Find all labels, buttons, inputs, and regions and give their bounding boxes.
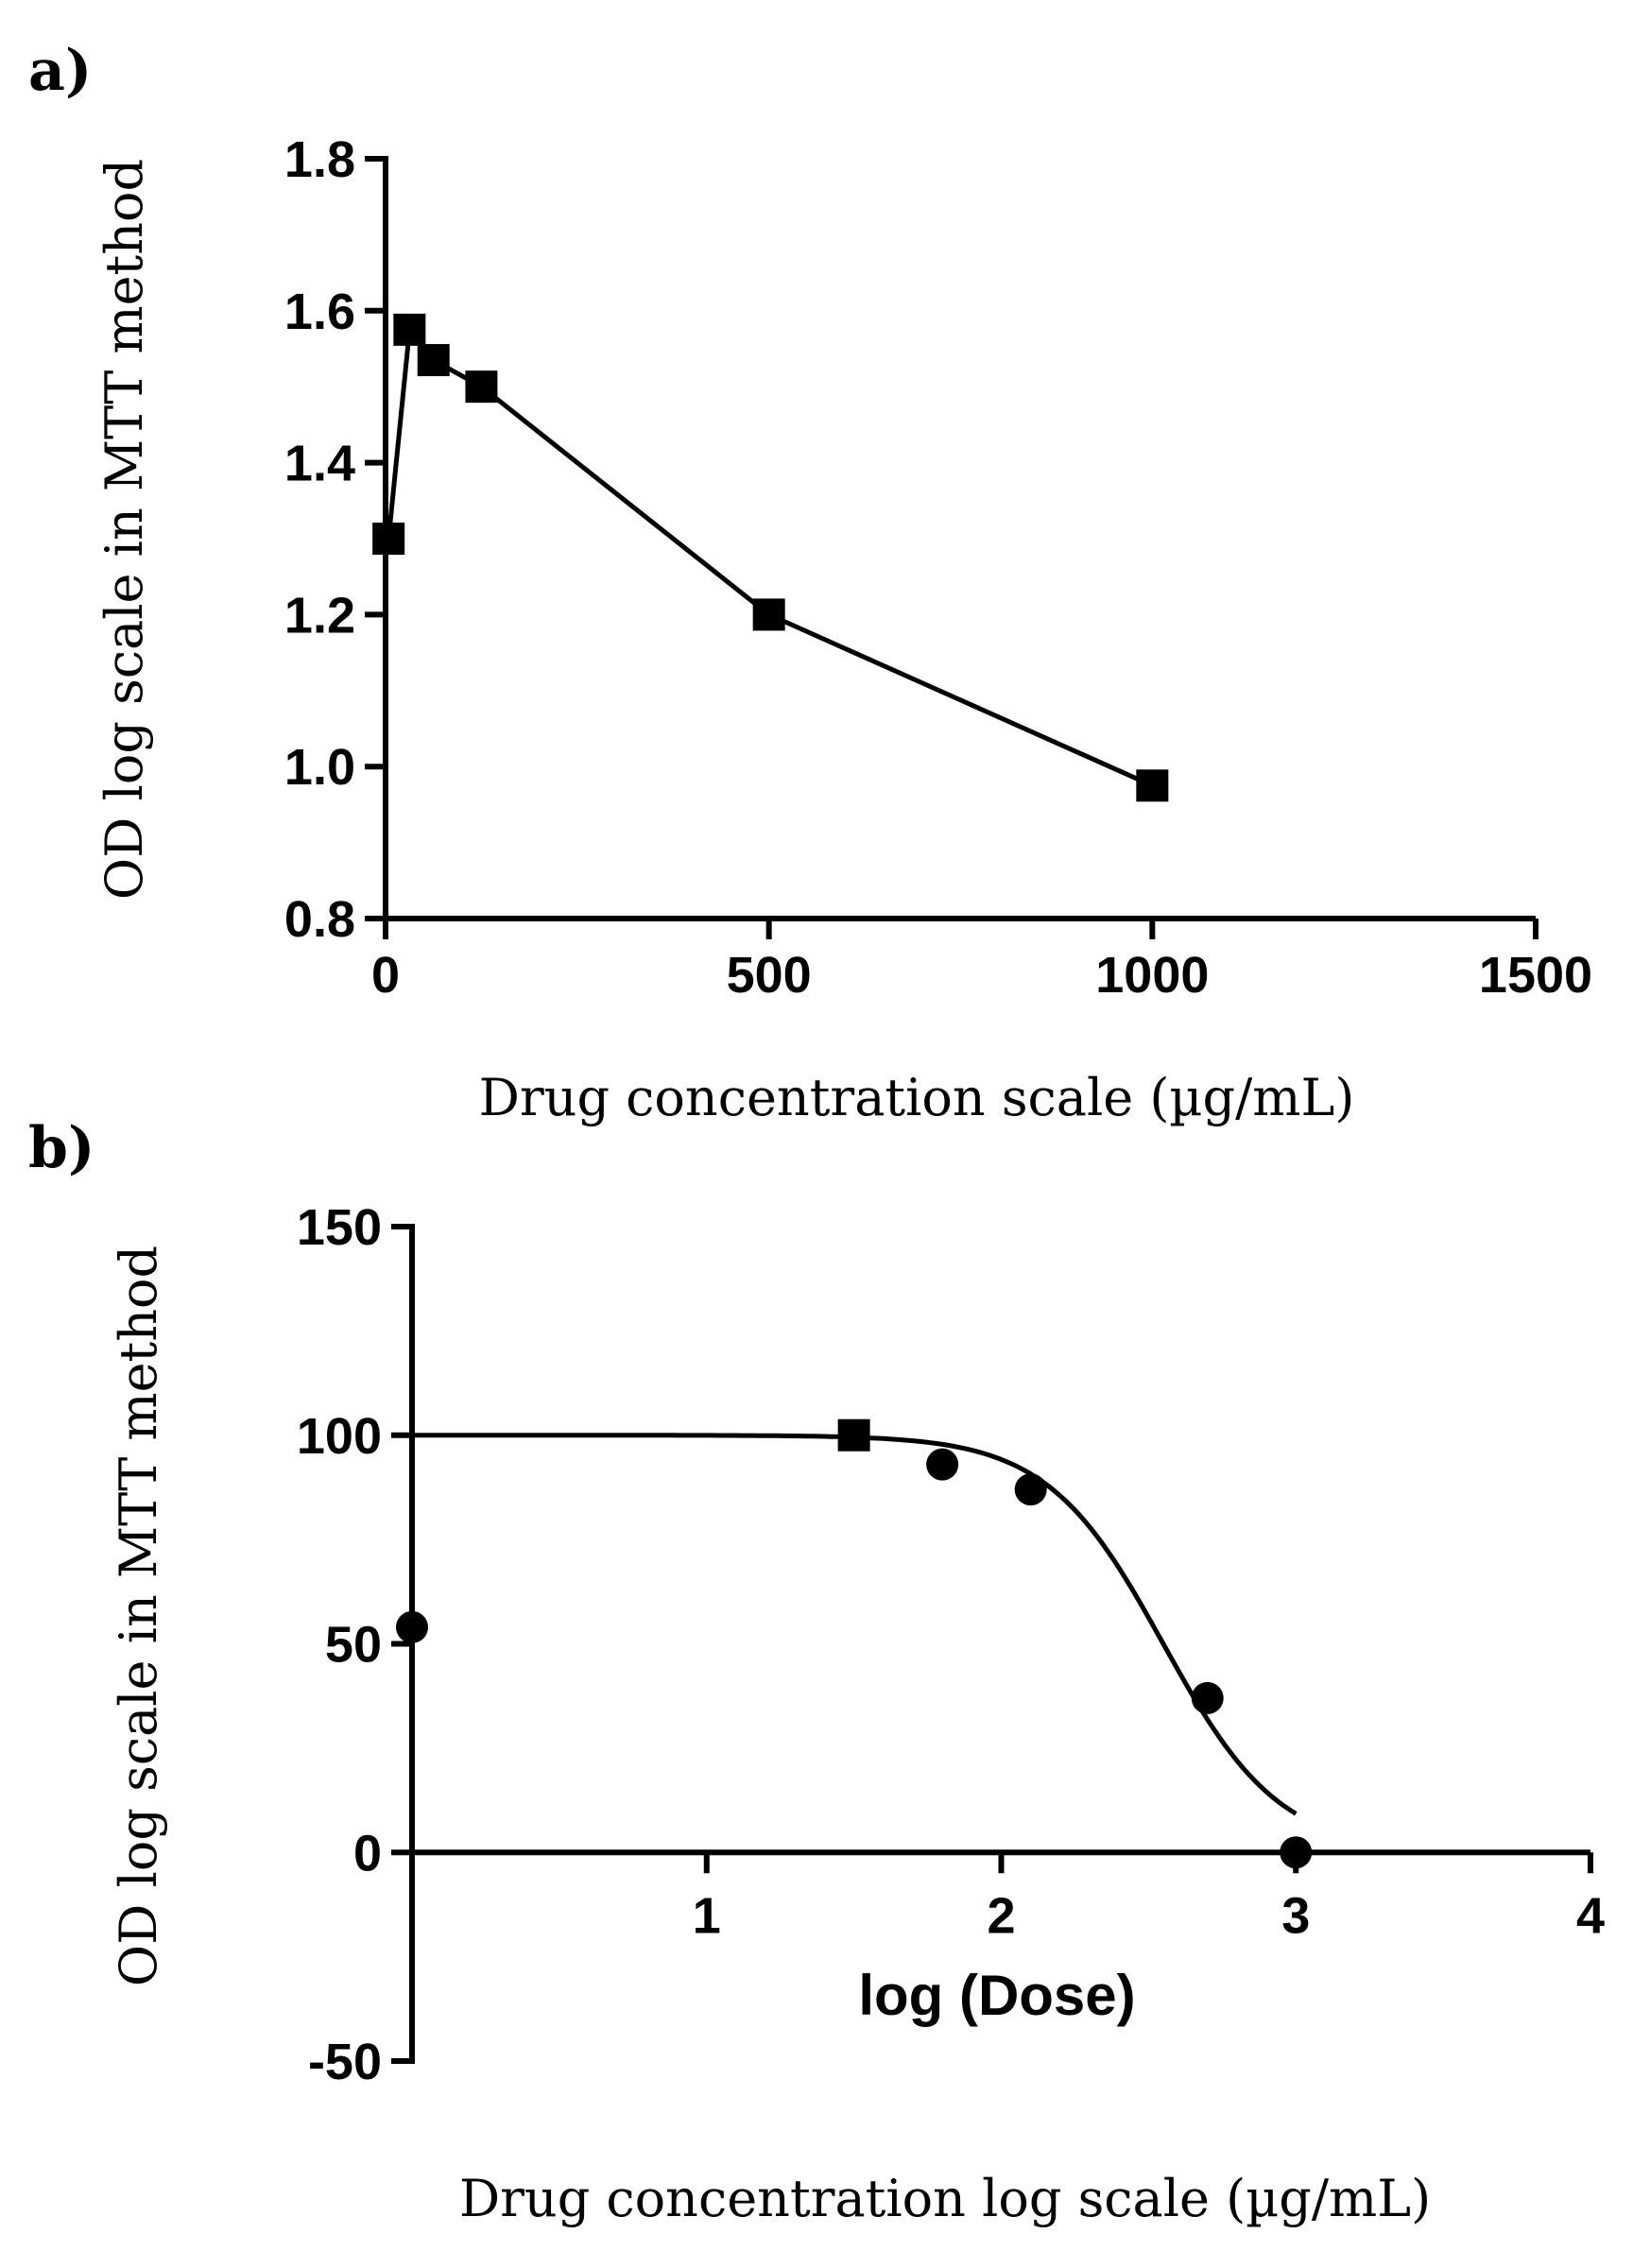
panel-a-series-line	[386, 327, 1154, 788]
panel-a-plot-area: 0.8 1.0 1.2 1.4 1.6 1.8 0 500 1000 1500	[284, 131, 1592, 1004]
panel-a-x-tick-label: 1500	[1479, 947, 1592, 1004]
panel-b-x-tick-label: 2	[987, 1887, 1015, 1944]
panel-b-y-tick-label: 0	[353, 1825, 382, 1881]
panel-b-y-tick-label: 50	[325, 1617, 382, 1674]
panel-b-y-tick-label: 150	[297, 1199, 382, 1256]
panel-a-x-tick-label: 500	[727, 947, 812, 1004]
panel-a-label: a)	[28, 38, 92, 104]
panel-b-label: b)	[28, 1115, 95, 1181]
panel-b-fit-curve	[412, 1433, 1298, 1816]
panel-b-x-tick-label: 3	[1281, 1887, 1310, 1944]
panel-a-data-point	[417, 344, 450, 377]
panel-b-chart: b) -50 0 50 100 150 1 2 3 4 log (Dose) Drug conc…	[28, 1115, 1605, 2228]
panel-b-y-tick-label: -50	[308, 2034, 382, 2090]
panel-b-data-point	[1280, 1836, 1313, 1869]
panel-a-data-point	[393, 313, 426, 346]
panel-b-x-axis-title: log (Dose)	[858, 1964, 1135, 2027]
panel-b-data-point	[837, 1418, 870, 1452]
panel-b-caption: Drug concentration log scale (µg/mL)	[459, 2169, 1431, 2228]
panel-a-y-tick-label: 1.0	[284, 739, 355, 796]
panel-a-data-point	[1136, 769, 1169, 802]
panel-a-x-axis-title: Drug concentration scale (µg/mL)	[479, 1068, 1355, 1127]
panel-a-y-axis-title: OD log scale in MTT method	[95, 159, 154, 900]
panel-b-data-point	[1191, 1681, 1224, 1714]
panel-b-data-point	[1014, 1473, 1047, 1506]
panel-a-y-tick-label: 0.8	[284, 891, 355, 948]
panel-b-plot-area: -50 0 50 100 150 1 2 3 4	[297, 1199, 1605, 2090]
panel-a-y-tick-label: 1.2	[284, 587, 355, 644]
panel-b-data-point	[396, 1610, 428, 1643]
panel-a-data-point	[465, 370, 498, 404]
panel-b-x-tick-label: 1	[693, 1887, 721, 1944]
panel-b-y-axis-title: OD log scale in MTT method	[109, 1246, 168, 1986]
panel-a-y-tick-label: 1.8	[284, 131, 355, 188]
panel-a-data-point	[752, 598, 785, 631]
panel-a-y-tick-label: 1.4	[284, 436, 355, 492]
panel-a-y-tick-label: 1.6	[284, 284, 355, 340]
panel-b-x-tick-label: 4	[1576, 1887, 1605, 1944]
panel-a-x-tick-label: 1000	[1095, 947, 1209, 1004]
panel-a-x-tick-label: 0	[371, 947, 400, 1004]
panel-a-chart: a) 0.8 1.0 1.2 1.4 1.6 1.8 0 500 1000 1500 Drug c…	[28, 38, 1592, 1127]
panel-a-data-point	[372, 523, 405, 555]
panel-b-data-point	[926, 1448, 959, 1481]
panel-b-y-tick-label: 100	[297, 1408, 382, 1465]
